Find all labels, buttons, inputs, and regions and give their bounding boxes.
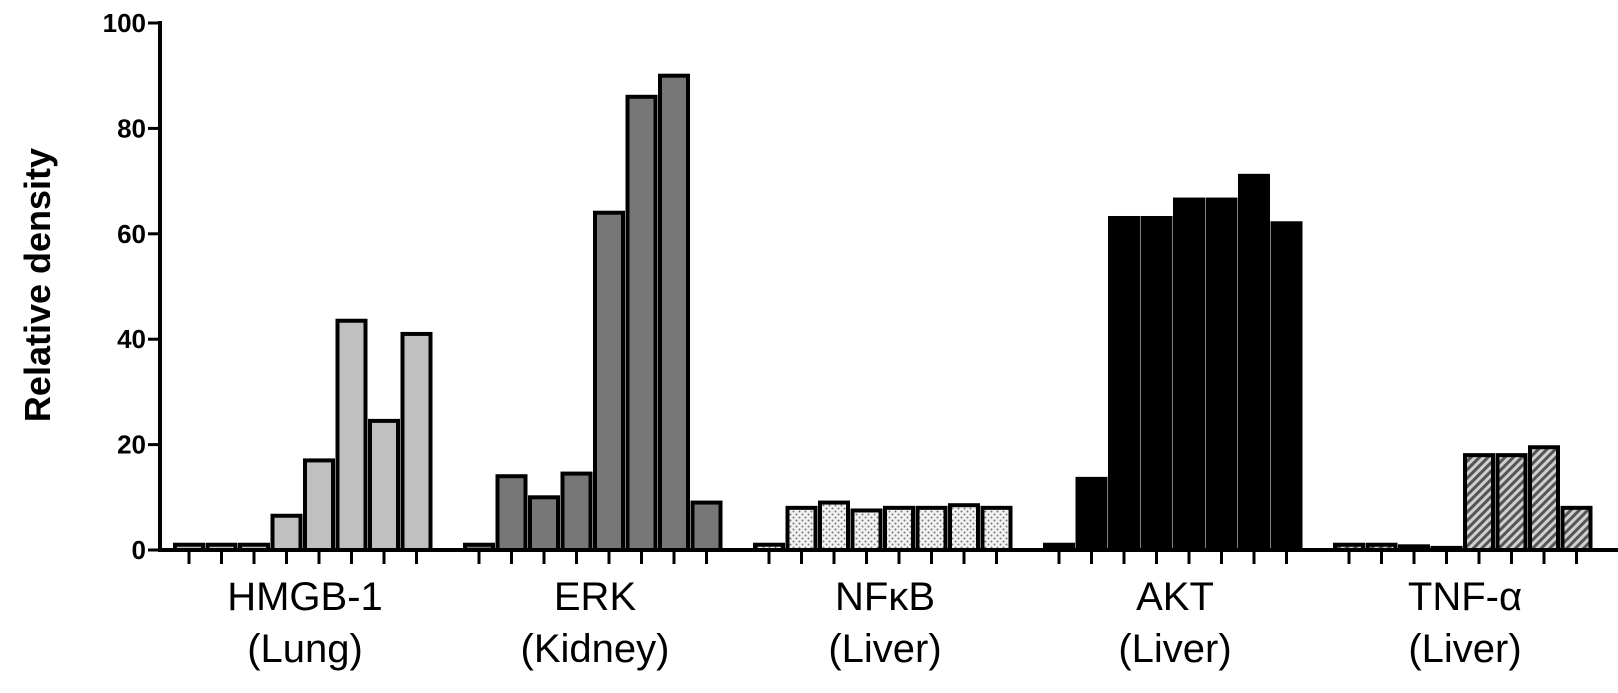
bar <box>593 210 625 552</box>
category-label: HMGB-1 <box>227 575 383 619</box>
y-tick-label: 60 <box>117 219 146 249</box>
bar <box>368 418 400 553</box>
bar <box>528 495 560 552</box>
category-sublabel: (Lung) <box>247 627 363 671</box>
bar <box>850 508 883 553</box>
category-label: TNF-α <box>1408 575 1522 619</box>
bar <box>625 94 658 552</box>
bar <box>1528 445 1560 552</box>
bar <box>883 505 915 552</box>
category-label: AKT <box>1136 575 1214 619</box>
bar <box>560 471 593 552</box>
y-tick-label: 20 <box>117 430 146 460</box>
category-label: NFκB <box>835 575 935 619</box>
y-tick-label: 0 <box>132 535 146 565</box>
bar <box>818 500 850 553</box>
bar <box>1205 197 1238 552</box>
bar <box>785 505 818 552</box>
bar <box>980 505 1013 552</box>
bar <box>1495 453 1528 553</box>
bar <box>1173 197 1205 552</box>
bar <box>948 503 980 552</box>
bar <box>1463 453 1495 553</box>
bar <box>690 500 723 553</box>
bars-layer <box>173 73 1593 553</box>
y-tick-label: 100 <box>103 8 146 38</box>
bar <box>270 513 303 552</box>
category-sublabel: (Liver) <box>1118 627 1231 671</box>
bar <box>1238 173 1270 553</box>
bar <box>1560 505 1593 552</box>
category-sublabel: (Kidney) <box>521 627 670 671</box>
bar <box>1140 215 1173 553</box>
bar <box>915 505 948 552</box>
category-sublabel: (Liver) <box>1408 627 1521 671</box>
bar <box>658 73 690 552</box>
bar <box>400 331 433 552</box>
axes: HMGB-1 (Lung) ERK (Kidney) NFκB (Liver) AKT (Li… <box>103 8 1618 671</box>
y-tick-label: 40 <box>117 324 146 354</box>
category-sublabel: (Liver) <box>828 627 941 671</box>
y-tick-label: 80 <box>117 113 146 143</box>
bar <box>1270 221 1303 552</box>
bar <box>335 318 368 552</box>
category-label: ERK <box>554 575 637 619</box>
bar <box>303 458 335 552</box>
bar <box>1108 215 1140 553</box>
bar <box>495 474 528 552</box>
bar <box>1075 476 1108 553</box>
y-axis-title: Relative density <box>17 148 58 422</box>
